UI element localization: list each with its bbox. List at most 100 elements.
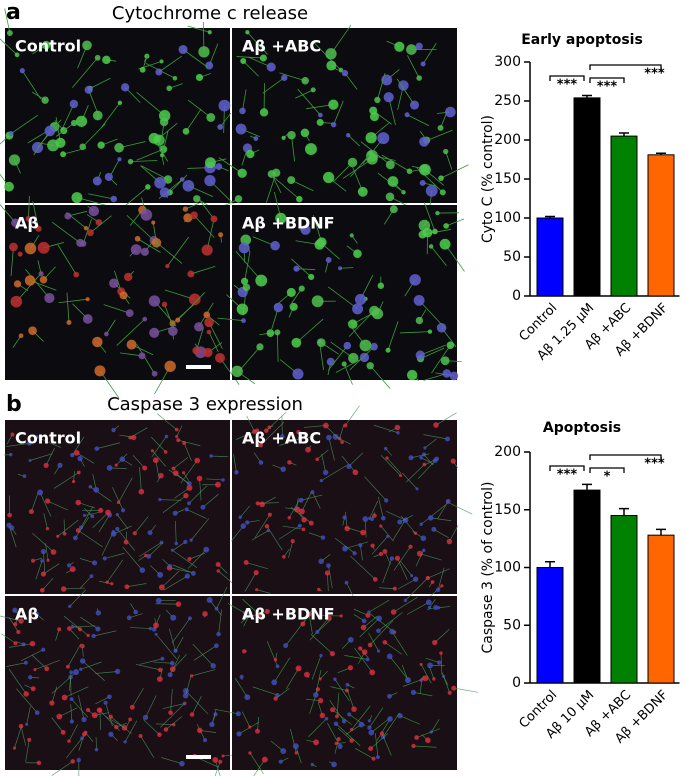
cell xyxy=(398,80,409,91)
neurite xyxy=(236,56,264,59)
cell xyxy=(347,157,358,168)
nucleus xyxy=(89,574,94,579)
cell xyxy=(165,263,170,269)
nucleus xyxy=(334,741,338,746)
neurite xyxy=(10,246,14,277)
nucleus xyxy=(40,571,47,577)
neurite xyxy=(211,455,228,458)
nucleus xyxy=(386,534,390,538)
neurite xyxy=(45,543,49,561)
neurite xyxy=(296,268,316,270)
cell xyxy=(8,131,14,137)
neurite xyxy=(55,629,60,641)
neurite xyxy=(405,576,429,601)
neurite xyxy=(445,151,453,170)
cell xyxy=(300,224,311,235)
cell xyxy=(145,184,151,190)
image-label: Aβ +ABC xyxy=(242,37,321,56)
neurite xyxy=(235,250,262,281)
neurite xyxy=(118,477,133,503)
nucleus xyxy=(216,631,221,637)
cell xyxy=(387,176,399,187)
nucleus xyxy=(23,660,28,665)
nucleus xyxy=(362,516,369,522)
cell xyxy=(359,339,372,352)
nucleus xyxy=(340,440,344,444)
cell xyxy=(66,320,72,326)
nucleus xyxy=(40,548,47,555)
neurite xyxy=(438,606,451,609)
nucleus xyxy=(212,756,219,763)
neurite xyxy=(321,453,326,473)
cell xyxy=(25,215,32,222)
neurite xyxy=(308,718,327,738)
neurite xyxy=(441,672,451,693)
cell xyxy=(104,331,109,337)
nucleus xyxy=(98,507,104,513)
nucleus xyxy=(264,524,270,529)
neurite xyxy=(345,724,362,735)
y-tick-label: 50 xyxy=(503,249,521,265)
neurite xyxy=(70,704,73,722)
neurite xyxy=(12,335,22,348)
neurite xyxy=(51,686,58,704)
neurite xyxy=(82,123,106,148)
neurite xyxy=(430,517,452,522)
nucleus xyxy=(167,563,173,569)
nucleus xyxy=(319,478,324,483)
cell xyxy=(409,100,420,110)
nucleus xyxy=(37,489,44,496)
cell xyxy=(86,229,94,237)
nucleus xyxy=(209,721,215,728)
nucleus xyxy=(336,737,341,742)
neurite xyxy=(61,103,75,131)
nucleus xyxy=(103,700,108,705)
nucleus xyxy=(450,458,456,464)
nucleus xyxy=(157,732,162,737)
nucleus xyxy=(267,512,272,517)
neurite xyxy=(246,562,269,570)
neurite xyxy=(308,532,324,538)
cell xyxy=(159,187,170,198)
nucleus xyxy=(389,628,395,635)
cell xyxy=(256,343,264,351)
neurite xyxy=(35,560,43,580)
cell xyxy=(218,99,231,112)
panel-title: Cytochrome c release xyxy=(112,3,308,24)
nucleus xyxy=(410,689,417,695)
neurite xyxy=(400,561,412,576)
cell xyxy=(413,294,425,306)
neurite xyxy=(231,525,244,542)
nucleus xyxy=(172,470,179,477)
nucleus xyxy=(31,558,36,563)
nucleus xyxy=(171,722,176,727)
nucleus xyxy=(69,566,76,573)
nucleus xyxy=(148,626,153,631)
bar xyxy=(536,217,564,297)
cell xyxy=(270,240,280,251)
neurite xyxy=(348,310,375,337)
cell xyxy=(28,326,37,335)
nucleus xyxy=(22,474,27,479)
neurite xyxy=(193,645,217,661)
neurite xyxy=(310,633,333,654)
nucleus xyxy=(189,712,195,717)
neurite xyxy=(95,696,110,705)
nucleus xyxy=(367,642,373,648)
neurite xyxy=(348,452,364,467)
nucleus xyxy=(158,472,164,479)
cell xyxy=(37,241,50,254)
cell xyxy=(24,275,36,286)
nucleus xyxy=(419,522,423,526)
neurite xyxy=(417,460,436,479)
nucleus xyxy=(116,500,121,505)
neurite xyxy=(214,761,221,776)
cell xyxy=(13,280,22,288)
y-tick-label: 150 xyxy=(494,171,521,187)
cell xyxy=(166,85,173,92)
nucleus xyxy=(370,516,375,521)
nucleus xyxy=(171,466,176,471)
nucleus xyxy=(190,570,196,576)
cell xyxy=(275,212,287,224)
cell xyxy=(354,293,367,305)
